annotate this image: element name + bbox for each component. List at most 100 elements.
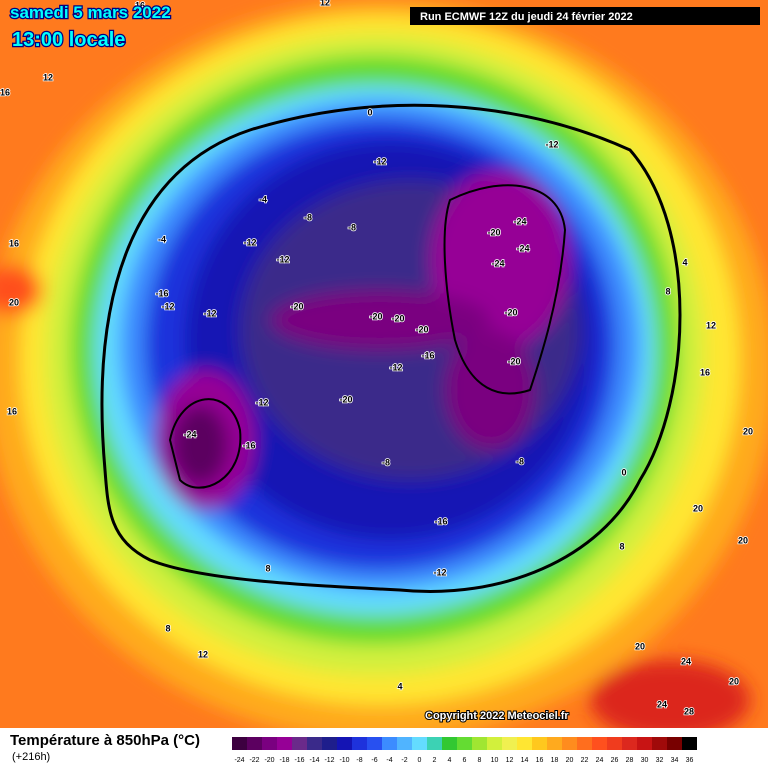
contour-label: 20 xyxy=(9,297,19,307)
copyright: Copyright 2022 Meteociel.fr xyxy=(425,710,569,722)
scale-label: 26 xyxy=(611,757,619,764)
scale-label: -18 xyxy=(279,757,289,764)
contour-label: 16 xyxy=(700,367,710,377)
contour-label: -24 xyxy=(491,258,504,268)
scale-label: 20 xyxy=(566,757,574,764)
contour-label: 24 xyxy=(657,699,667,709)
scale-swatch xyxy=(622,737,637,750)
contour-label: -12 xyxy=(276,254,289,264)
time: 13:00 locale xyxy=(12,29,125,51)
scale-swatch xyxy=(277,737,292,750)
scale-swatch xyxy=(637,737,652,750)
contour-label: -12 xyxy=(545,139,558,149)
scale-label: 18 xyxy=(551,757,559,764)
contour-label: 20 xyxy=(693,503,703,513)
contour-label: 20 xyxy=(743,426,753,436)
contour-label: -20 xyxy=(339,394,352,404)
contour-label: -24 xyxy=(516,243,529,253)
scale-swatch xyxy=(457,737,472,750)
run-info: Run ECMWF 12Z du jeudi 24 février 2022 xyxy=(420,11,633,23)
scale-swatch xyxy=(442,737,457,750)
scale-label: -8 xyxy=(356,757,362,764)
scale-swatch xyxy=(412,737,427,750)
contour-label: 8 xyxy=(619,541,624,551)
contour-label: -16 xyxy=(155,288,168,298)
contour-label: -8 xyxy=(516,456,524,466)
scale-swatch xyxy=(367,737,382,750)
contour-label: -24 xyxy=(513,216,526,226)
contour-label: 0 xyxy=(621,467,626,477)
scale-swatch xyxy=(517,737,532,750)
contour-label: 20 xyxy=(635,641,645,651)
date: samedi 5 mars 2022 xyxy=(10,3,171,22)
scale-label: 22 xyxy=(581,757,589,764)
contour-label: -8 xyxy=(304,212,312,222)
scale-swatch xyxy=(427,737,442,750)
scale-swatch xyxy=(352,737,367,750)
contour-label: 28 xyxy=(684,706,694,716)
scale-label: 30 xyxy=(641,757,649,764)
scale-swatch xyxy=(547,737,562,750)
contour-label: -8 xyxy=(348,222,356,232)
scale-swatch xyxy=(577,737,592,750)
scale-label: -16 xyxy=(294,757,304,764)
scale-swatch xyxy=(502,737,517,750)
contour-label: -12 xyxy=(243,237,256,247)
scale-label: 6 xyxy=(463,757,467,764)
scale-swatch xyxy=(562,737,577,750)
scale-label: 16 xyxy=(536,757,544,764)
scale-swatch xyxy=(472,737,487,750)
scale-label: -10 xyxy=(339,757,349,764)
contour-label: -20 xyxy=(415,324,428,334)
contour-label: 12 xyxy=(198,649,208,659)
scale-label: -22 xyxy=(249,757,259,764)
scale-label: 4 xyxy=(448,757,452,764)
contour-label: -4 xyxy=(158,234,166,244)
scale-swatch xyxy=(607,737,622,750)
contour-label: -4 xyxy=(259,194,267,204)
scale-label: 36 xyxy=(686,757,694,764)
contour-label: -20 xyxy=(487,227,500,237)
scale-swatch xyxy=(232,737,247,750)
contour-label: 24 xyxy=(681,656,691,666)
contour-label: -16 xyxy=(421,350,434,360)
scale-swatch xyxy=(262,737,277,750)
scale-label: 14 xyxy=(521,757,529,764)
contour-label: -20 xyxy=(391,313,404,323)
contour-label: -12 xyxy=(203,308,216,318)
legend-title: Température à 850hPa (°C) xyxy=(10,732,200,749)
contour-label: 8 xyxy=(165,623,170,633)
scale-swatch xyxy=(652,737,667,750)
scale-label: -2 xyxy=(401,757,407,764)
contour-label: 12 xyxy=(43,72,53,82)
scale-label: 28 xyxy=(626,757,634,764)
contour-label: -12 xyxy=(389,362,402,372)
contour-label: -8 xyxy=(382,457,390,467)
scale-label: 24 xyxy=(596,757,604,764)
scale-label: -20 xyxy=(264,757,274,764)
scale-label: 8 xyxy=(478,757,482,764)
contour-label: 8 xyxy=(665,286,670,296)
scale-label: 12 xyxy=(506,757,514,764)
scale-swatch xyxy=(292,737,307,750)
contour-label: 0 xyxy=(367,107,372,117)
scale-label: -6 xyxy=(371,757,377,764)
scale-swatch xyxy=(667,737,682,750)
contour-label: 4 xyxy=(682,257,687,267)
scale-label: -14 xyxy=(309,757,319,764)
scale-swatch xyxy=(682,737,697,750)
scale-label: -4 xyxy=(386,757,392,764)
contour-label: -24 xyxy=(183,429,196,439)
color-scale: -24 -22 -20 -18 -16 -14 -12 -10 -8 -6 -4 -2 0 2 4 6 8 10 1… xyxy=(232,737,697,764)
scale-swatch xyxy=(337,737,352,750)
scale-label: 32 xyxy=(656,757,664,764)
contour-label: -16 xyxy=(242,440,255,450)
scale-label: -24 xyxy=(234,757,244,764)
scale-swatch xyxy=(382,737,397,750)
contour-label: -20 xyxy=(504,307,517,317)
scale-swatch xyxy=(532,737,547,750)
scale-label: 2 xyxy=(433,757,437,764)
contour-label: 20 xyxy=(729,676,739,686)
